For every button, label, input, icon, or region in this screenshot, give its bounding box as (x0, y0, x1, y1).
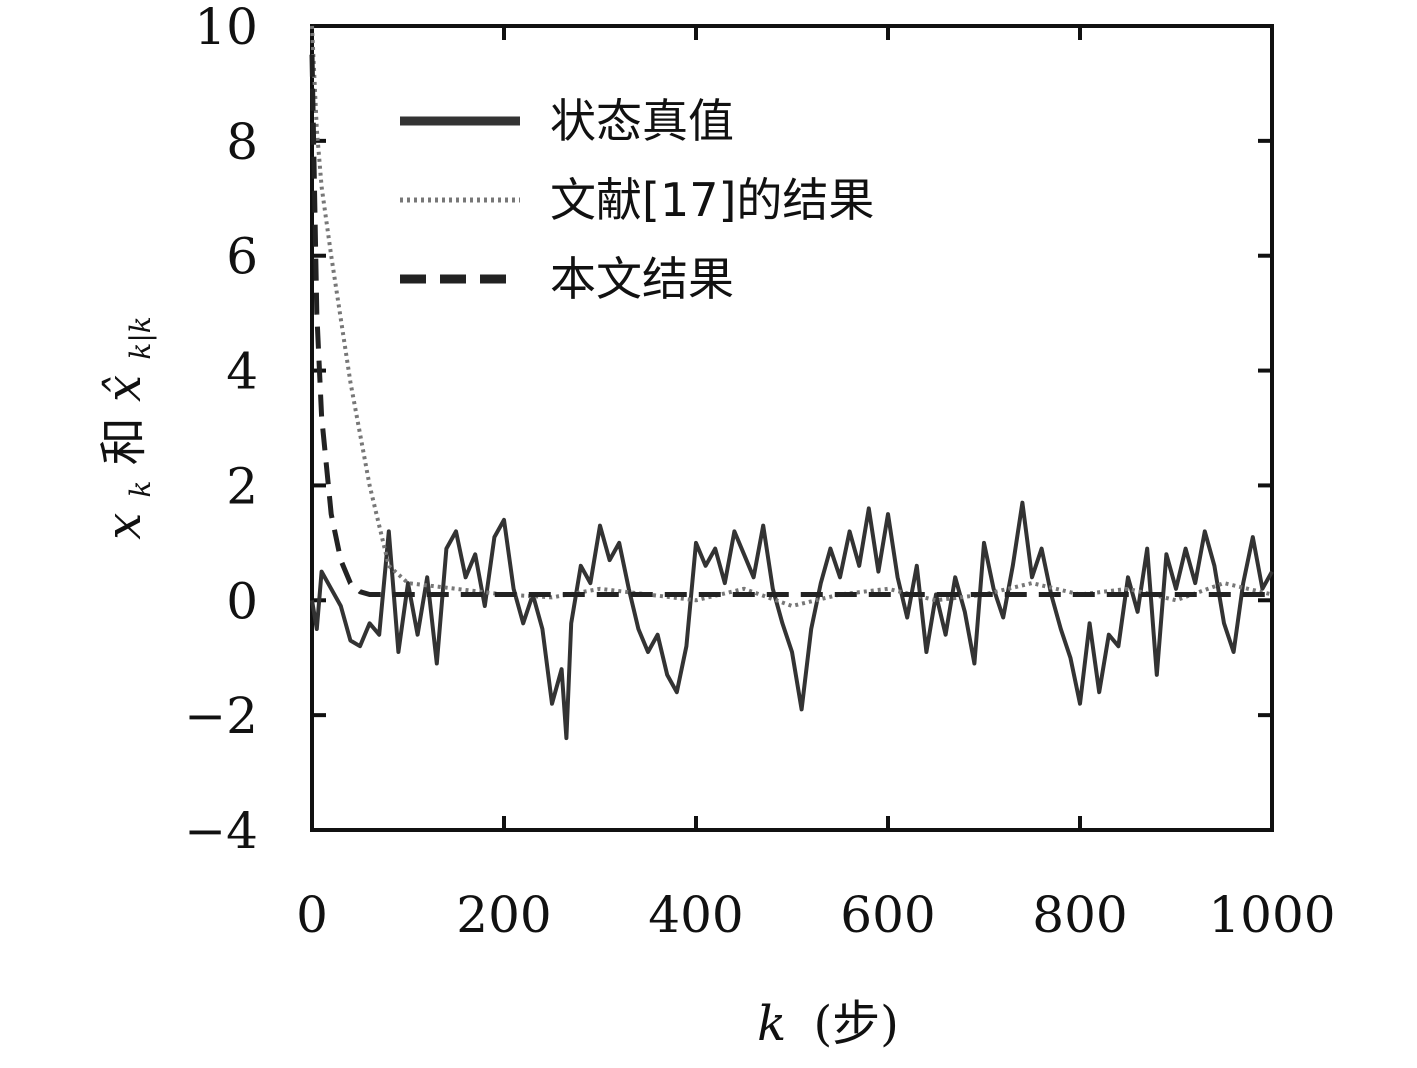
y-tick-label: 0 (226, 572, 258, 630)
legend-label-1: 状态真值 (550, 94, 734, 148)
x-tick-label: 800 (1032, 886, 1127, 944)
y-tick-label: −2 (184, 687, 258, 745)
y-axis-label: x k 和 x̂ k|k (96, 316, 162, 540)
y-axis-variable-2: x̂ (96, 375, 152, 402)
y-axis-subscript-1: k (124, 480, 157, 497)
legend-label-2: 文献[17]的结果 (550, 173, 874, 227)
series-layer (309, 25, 1274, 741)
series-line-3 (309, 54, 1272, 597)
y-tick-label: 8 (226, 113, 258, 171)
series-line-1 (310, 500, 1274, 741)
x-axis-label: k (步) (757, 996, 899, 1052)
x-tick-label: 0 (296, 886, 328, 944)
y-tick-label: −4 (184, 802, 258, 860)
x-axis-unit: (步) (813, 996, 898, 1052)
x-tick-label: 200 (456, 886, 551, 944)
y-tick-label: 4 (226, 343, 258, 401)
y-axis-subscript-2: k|k (124, 316, 157, 359)
legend-label-3: 本文结果 (550, 252, 734, 306)
x-axis: 0 200 400 600 800 1000 (296, 26, 1336, 944)
x-tick-label: 600 (840, 886, 935, 944)
y-tick-label: 10 (194, 0, 258, 56)
plot-frame (310, 24, 1274, 832)
series-line-2 (310, 25, 1273, 608)
x-tick-label: 400 (648, 886, 743, 944)
y-tick-label: 6 (226, 228, 258, 286)
y-axis-variable-1: x (96, 513, 152, 540)
x-tick-label: 1000 (1208, 886, 1335, 944)
y-axis-conjunction: 和 (96, 417, 152, 465)
y-tick-label: 2 (226, 457, 258, 515)
x-axis-variable: k (757, 996, 786, 1052)
